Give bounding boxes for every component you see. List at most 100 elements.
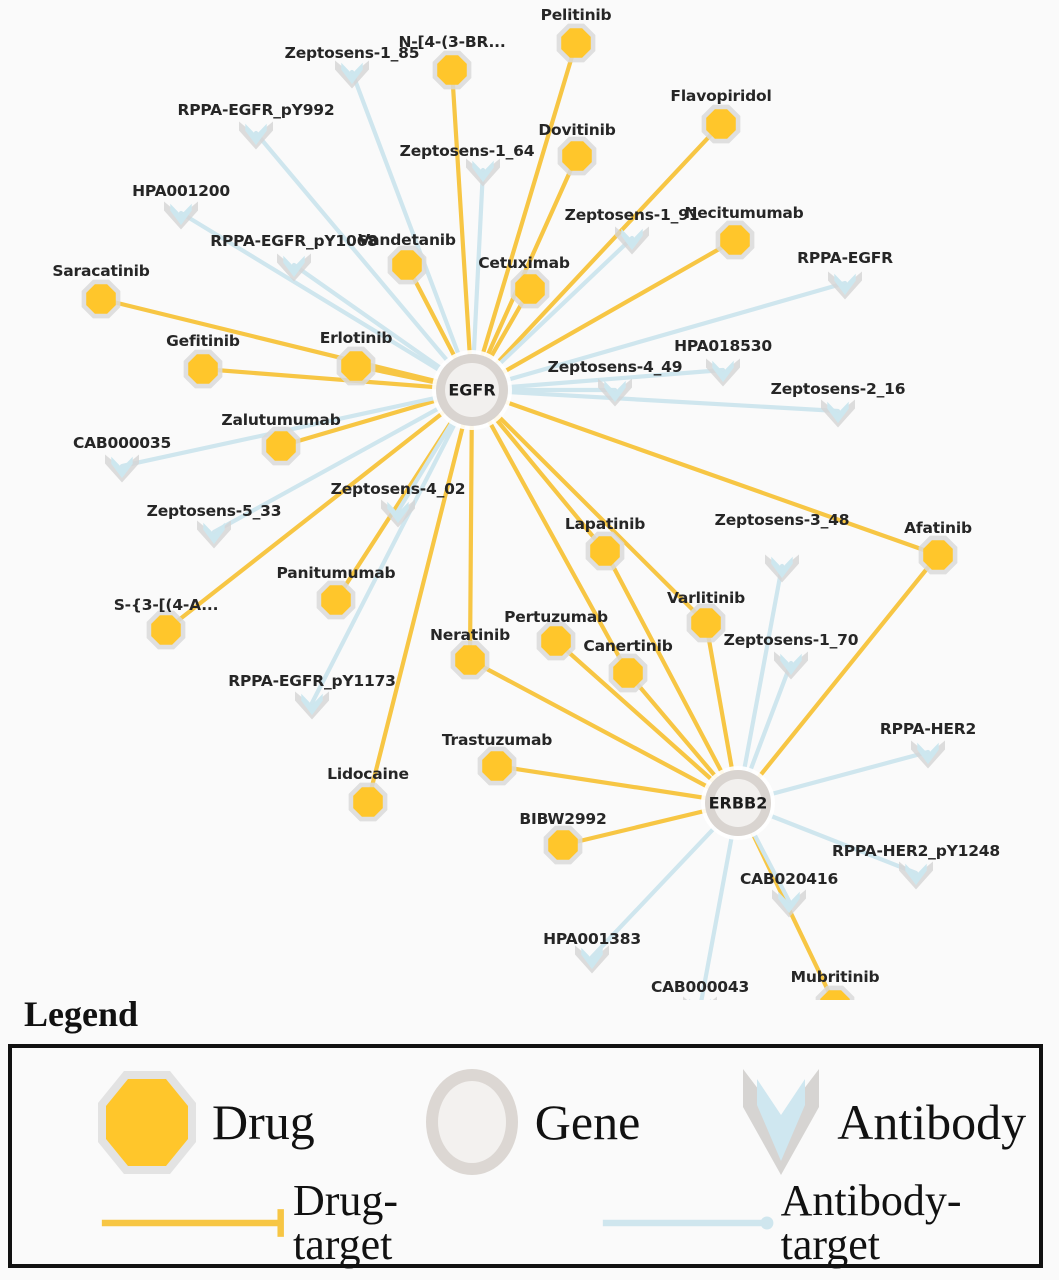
antibody-node[interactable]	[828, 271, 862, 300]
edge-antibody-target	[469, 280, 848, 393]
drug-node[interactable]	[146, 610, 186, 650]
legend-item-antibody-target: Antibody-target	[601, 1179, 1039, 1267]
legend-item-drug: Drug	[92, 1065, 315, 1180]
drug-node[interactable]	[450, 640, 490, 680]
drug-node[interactable]	[715, 220, 755, 260]
antibody-node[interactable]	[683, 996, 717, 1001]
drug-body	[691, 608, 721, 638]
edge-antibody-target	[211, 387, 475, 535]
antibody-body	[301, 693, 323, 716]
antibody-body	[203, 522, 225, 545]
legend-label-drug-target: Drug-target	[292, 1176, 399, 1269]
antibody-body	[341, 62, 363, 85]
network-graph[interactable]: Zeptosens-1_85 Zeptosens-1_64 RPPA-EGFR_pY…	[0, 0, 1059, 1000]
edge-drug-target	[163, 387, 475, 633]
antibody-body	[917, 742, 939, 765]
drug-body	[437, 55, 467, 85]
drug-node[interactable]	[261, 426, 301, 466]
gene-inner	[445, 363, 499, 417]
antibody-node[interactable]	[821, 399, 855, 428]
edge-drug-target	[602, 548, 741, 806]
edge-drug-target	[469, 387, 709, 626]
antibody-node[interactable]	[598, 378, 632, 407]
antibody-node[interactable]	[239, 121, 273, 150]
antibody-body	[834, 273, 856, 296]
edge-drug-target	[469, 40, 579, 393]
drug-body	[541, 626, 571, 656]
antibody-node[interactable]	[466, 158, 500, 187]
antibody-node[interactable]	[774, 651, 808, 680]
drug-node[interactable]	[536, 621, 576, 661]
drug-body	[353, 787, 383, 817]
antibody-node[interactable]	[335, 60, 369, 89]
antibody-node[interactable]	[164, 201, 198, 230]
drug-node[interactable]	[477, 746, 517, 786]
drug-node[interactable]	[585, 531, 625, 571]
edge-drug-target	[365, 387, 475, 805]
antibody-node[interactable]	[899, 861, 933, 890]
legend-title: Legend	[24, 994, 139, 1034]
antibody-halo	[683, 996, 717, 1000]
antibody-node[interactable]	[706, 358, 740, 387]
antibody-chevron-icon	[743, 1069, 820, 1175]
gene-ring-icon	[425, 1068, 518, 1175]
drug-node[interactable]	[543, 825, 583, 865]
drug-body	[561, 28, 591, 58]
drug-body	[562, 141, 592, 171]
drug-node[interactable]	[608, 653, 648, 693]
drug-node[interactable]	[686, 603, 726, 643]
edge-drug-target	[98, 296, 475, 393]
drug-node[interactable]	[557, 136, 597, 176]
legend-label-drug: Drug	[212, 1094, 315, 1150]
legend-label-antibody: Antibody	[837, 1094, 1027, 1150]
antibody-body	[778, 891, 800, 914]
drug-body	[392, 250, 422, 280]
antibody-node[interactable]	[772, 889, 806, 918]
drug-node[interactable]	[815, 985, 855, 1000]
legend-node-row: Drug Gene Antibody	[12, 1062, 1039, 1182]
drug-body	[266, 431, 296, 461]
drug-body	[151, 615, 181, 645]
antibody-node[interactable]	[381, 499, 415, 528]
antibody-body	[905, 863, 927, 886]
antibody-node[interactable]	[765, 554, 799, 583]
antibody-node[interactable]	[575, 945, 609, 974]
drug-node[interactable]	[81, 279, 121, 319]
antibody-node[interactable]	[105, 454, 139, 483]
edge-drug-target	[467, 657, 741, 806]
drug-node[interactable]	[336, 346, 376, 386]
edge-drug-target	[469, 387, 941, 558]
drug-node[interactable]	[918, 535, 958, 575]
drug-node[interactable]	[348, 782, 388, 822]
edge-drug-target	[494, 763, 741, 806]
drug-body	[720, 225, 750, 255]
drug-node[interactable]	[701, 104, 741, 144]
antibody-body	[111, 456, 133, 479]
graph-canvas[interactable]	[0, 0, 1059, 1000]
edge-antibody-target	[735, 563, 785, 806]
gene-node[interactable]	[701, 766, 775, 840]
drug-body	[706, 109, 736, 139]
antibody-node[interactable]	[295, 691, 329, 720]
drug-target-edge-icon	[101, 1209, 284, 1237]
drug-node[interactable]	[556, 23, 596, 63]
edge-drug-target	[200, 366, 475, 393]
drug-node[interactable]	[183, 349, 223, 389]
drug-node[interactable]	[316, 580, 356, 620]
node-label: ERBB2	[708, 793, 768, 813]
legend-item-drug-target: Drug-target	[100, 1179, 481, 1267]
antibody-node[interactable]	[911, 740, 945, 769]
antibody-body	[827, 401, 849, 424]
edge-drug-target	[469, 387, 631, 676]
antibody-node[interactable]	[197, 520, 231, 549]
gene-node[interactable]	[432, 350, 512, 430]
drug-node[interactable]	[432, 50, 472, 90]
drug-body	[455, 645, 485, 675]
drug-node[interactable]	[510, 269, 550, 309]
drug-node[interactable]	[387, 245, 427, 285]
edge-drug-target	[553, 638, 741, 806]
drug-body	[482, 751, 512, 781]
antibody-node[interactable]	[277, 253, 311, 282]
antibody-node[interactable]	[615, 226, 649, 255]
